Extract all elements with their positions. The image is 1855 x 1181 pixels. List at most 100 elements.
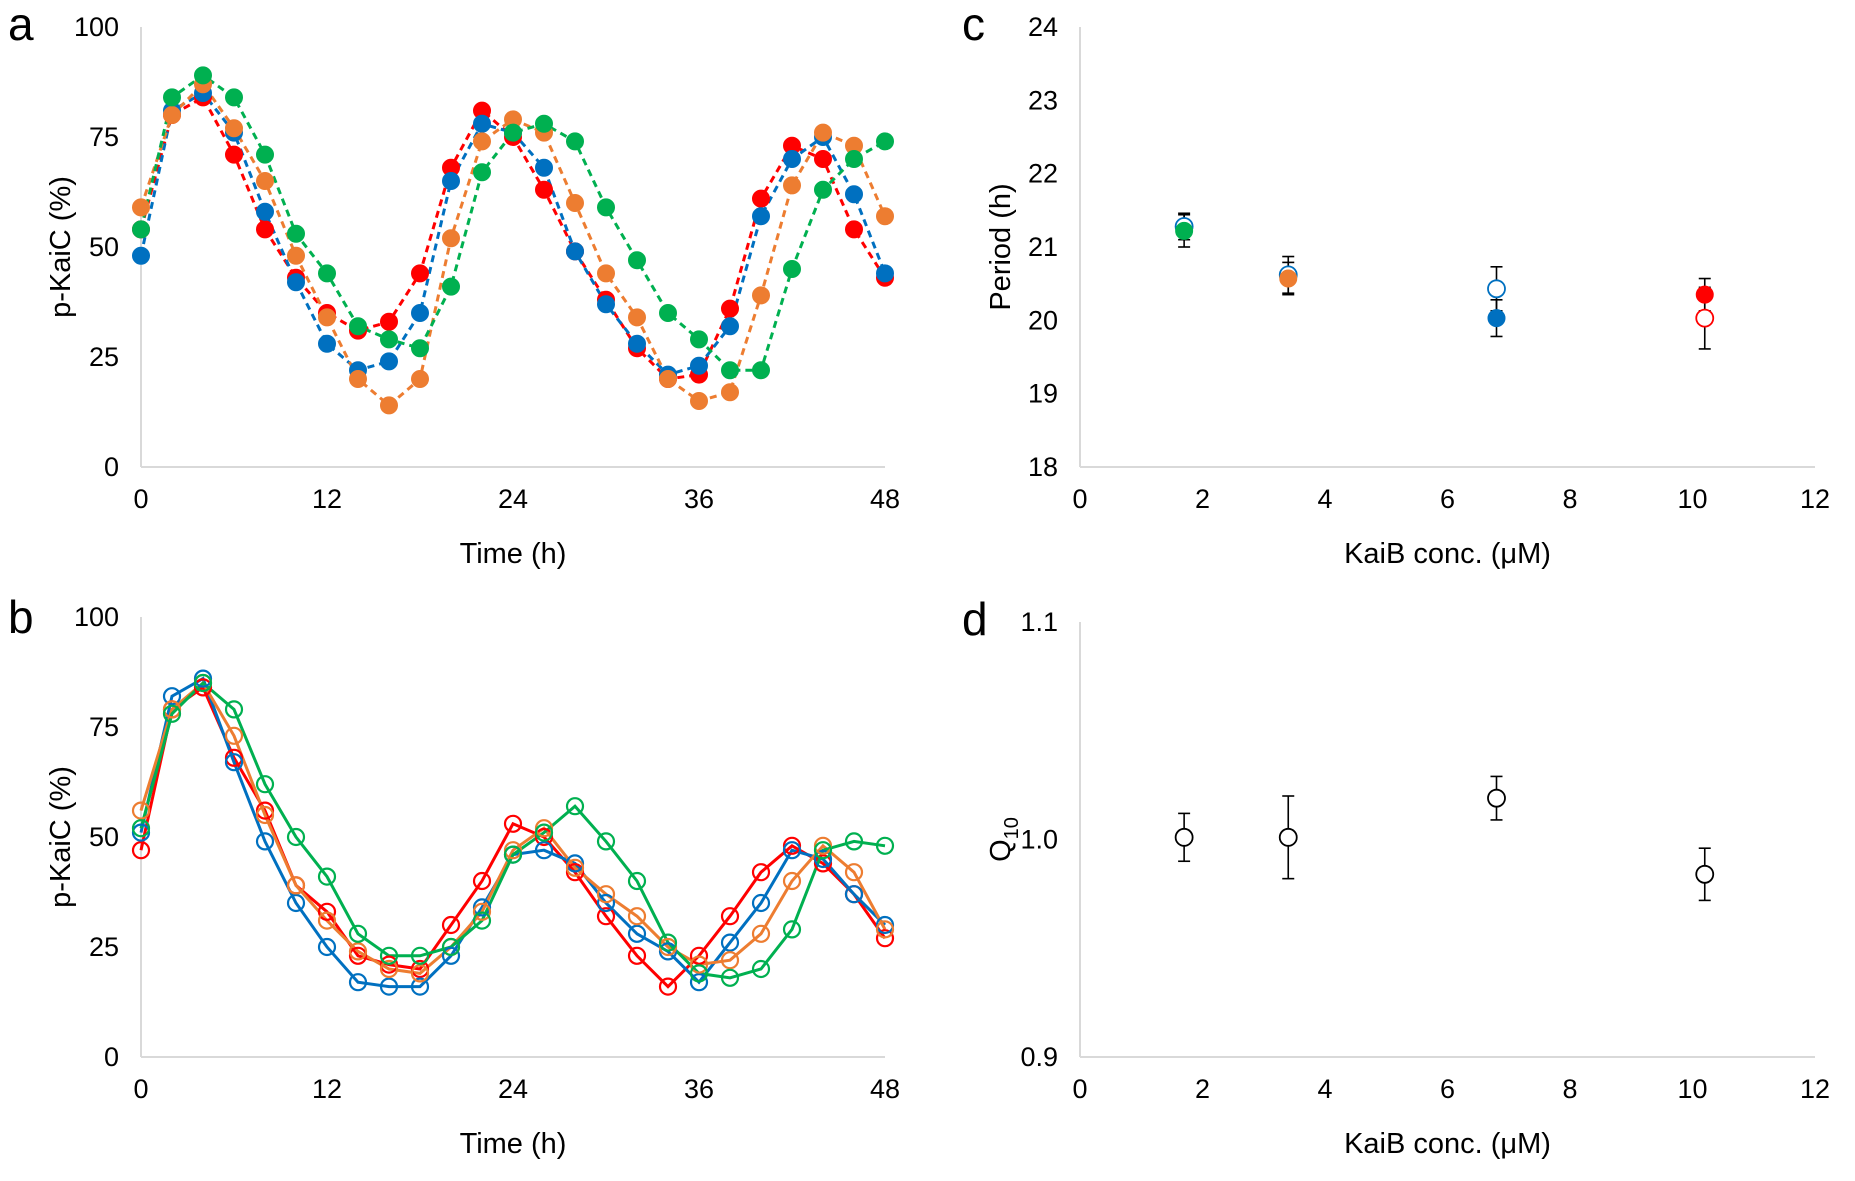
data-point-blue [751,893,771,913]
data-point-orange [410,964,430,983]
data-point-filled [1487,309,1506,328]
x-axis-label: Time (h) [460,1128,567,1160]
data-point-green [751,959,771,979]
y-tick-label: 1.0 [1020,825,1058,855]
data-point-green [844,832,864,851]
data-point-blue [410,977,430,996]
x-tick-label: 10 [1677,484,1707,514]
data-point-red [813,854,833,873]
data-point-blue [721,317,739,336]
data-point-orange [473,132,491,151]
data-point-orange [131,801,151,820]
data-point-blue [286,893,306,913]
data-point-red [224,748,244,767]
data-point-red [348,946,368,965]
data-point-orange [349,370,367,388]
x-tick-label: 2 [1195,484,1210,514]
data-point-blue [473,114,491,133]
data-point-blue [317,937,337,957]
data-point-green [441,937,461,957]
data-point-green [782,920,802,939]
data-point-green [442,277,460,296]
data-point-green [473,163,491,182]
x-tick-label: 6 [1440,484,1455,514]
data-point-open [1695,864,1715,884]
data-point-green [565,797,585,816]
data-point-orange [162,700,182,719]
data-point-green [752,361,770,380]
data-point-green [286,827,306,847]
x-tick-label: 0 [1072,484,1087,514]
x-tick-label: 4 [1317,1074,1332,1104]
data-point-green [193,673,213,693]
data-point-green [287,224,305,243]
data-point-orange [379,959,399,979]
y-axis-label-main: Q [985,839,1017,862]
data-point-blue [224,753,244,772]
data-point-orange [224,726,244,745]
data-point-filled [1695,285,1714,304]
panel-b-timecourse-open: 0 25 50 75 100 0 12 24 36 48 Time (h) p-KaiC (%) b [8,591,900,1160]
data-point-green [720,968,740,987]
data-point-orange [875,920,895,939]
data-point-red [503,814,523,833]
y-axis-label-subscript: 10 [1001,817,1023,839]
data-point-orange [534,819,554,838]
data-point-blue [690,356,708,375]
data-point-green [783,260,801,278]
data-point-orange [782,871,802,891]
data-point-green [256,145,274,164]
x-tick-label: 10 [1677,1074,1707,1104]
x-tick-label: 12 [1800,484,1830,514]
panel-letter: a [8,0,34,50]
data-point-orange [721,383,739,402]
data-point-blue [597,295,615,314]
x-tick-label: 8 [1562,484,1577,514]
y-tick-label: 20 [1028,305,1058,335]
data-point-red [721,299,739,318]
x-tick-label: 36 [684,1074,714,1104]
data-point-red [131,841,151,860]
data-point-blue [658,942,678,961]
data-point-red [441,915,461,935]
x-tick-label: 12 [1800,1074,1830,1104]
data-point-orange [720,951,740,970]
data-point-orange [163,106,181,124]
data-point-blue [380,352,398,371]
data-point-green [503,845,523,864]
data-point-green [627,871,647,891]
data-point-orange [659,370,677,388]
data-point-blue [132,246,150,265]
data-point-green [472,911,492,930]
y-tick-label: 22 [1028,159,1058,189]
data-point-red [689,946,709,965]
panel-a-timecourse-filled: 0 25 50 75 100 0 12 24 36 48 Time (h) p-KaiC (%) a [8,0,900,570]
data-point-orange [286,876,306,895]
data-point-orange [503,841,523,860]
data-point-orange [348,942,368,961]
data-point-blue [876,264,894,283]
data-point-orange [596,885,616,904]
data-point-orange [318,308,336,327]
y-tick-label: 24 [1028,12,1058,42]
data-point-blue [627,924,647,943]
data-point-orange [783,176,801,195]
series-line-orange [139,680,887,975]
y-tick-label: 25 [89,342,119,372]
data-point-blue [783,150,801,168]
data-point-open [1695,308,1715,328]
x-tick-label: 12 [312,1074,342,1104]
data-point-blue [472,898,492,917]
data-point-blue [566,242,584,261]
data-point-orange [752,286,770,305]
data-point-blue [256,202,274,221]
data-point-orange [565,858,585,877]
data-point-green [317,867,337,886]
y-tick-label: 19 [1028,379,1058,409]
x-tick-label: 24 [498,1074,528,1104]
data-point-green [225,88,243,107]
y-tick-label: 0 [104,1042,119,1072]
data-point-green [132,220,150,239]
data-point-blue [845,185,863,204]
